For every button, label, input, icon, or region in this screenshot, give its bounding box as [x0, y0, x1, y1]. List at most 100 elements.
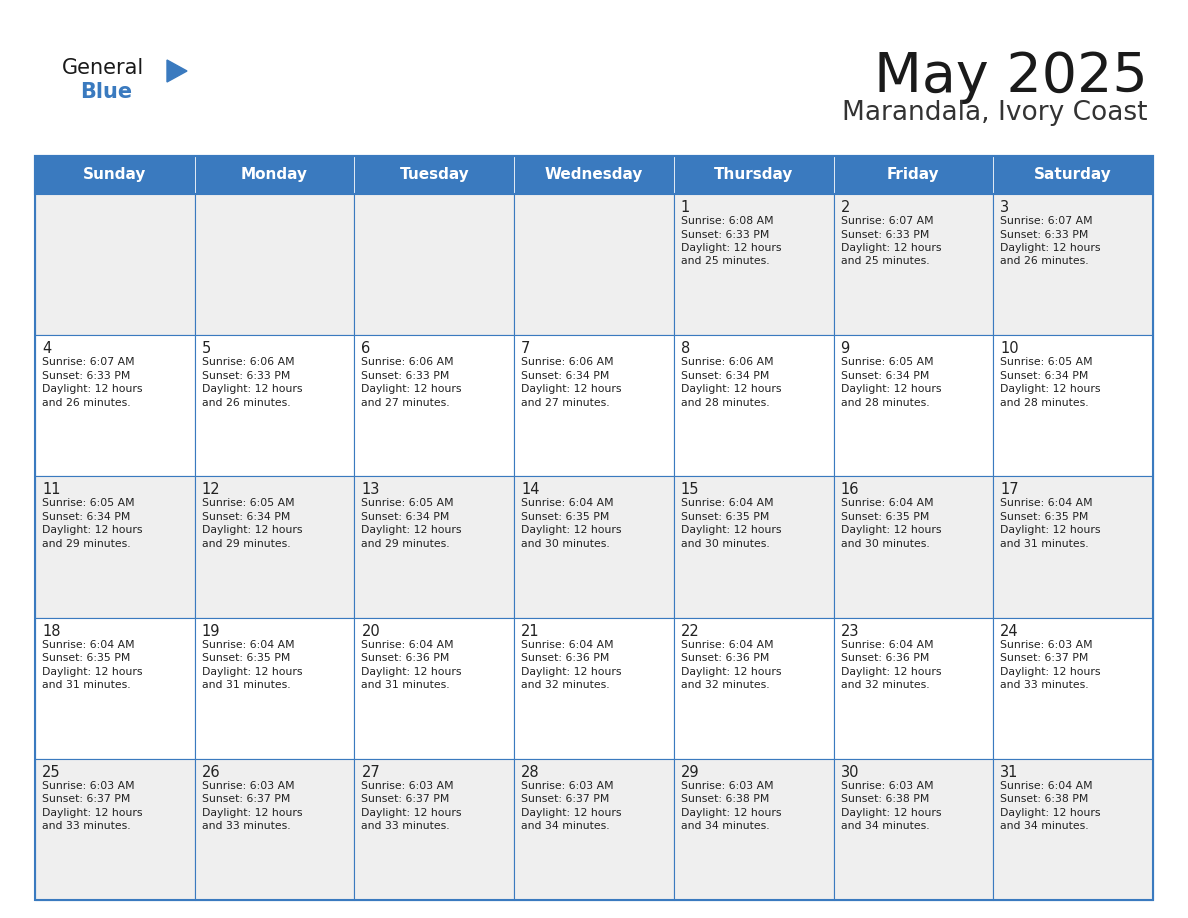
Text: Sunrise: 6:05 AM: Sunrise: 6:05 AM: [841, 357, 934, 367]
Text: Sunset: 6:33 PM: Sunset: 6:33 PM: [841, 230, 929, 240]
Text: Sunrise: 6:04 AM: Sunrise: 6:04 AM: [681, 640, 773, 650]
Text: Daylight: 12 hours: Daylight: 12 hours: [522, 385, 621, 394]
Text: Sunrise: 6:03 AM: Sunrise: 6:03 AM: [1000, 640, 1093, 650]
Text: Sunrise: 6:06 AM: Sunrise: 6:06 AM: [202, 357, 295, 367]
Text: Thursday: Thursday: [714, 167, 794, 183]
Text: Sunset: 6:38 PM: Sunset: 6:38 PM: [681, 794, 770, 804]
Text: Sunset: 6:34 PM: Sunset: 6:34 PM: [202, 512, 290, 522]
Text: Wednesday: Wednesday: [545, 167, 643, 183]
Text: 11: 11: [42, 482, 61, 498]
Text: General: General: [62, 58, 144, 78]
Bar: [834, 335, 993, 476]
Bar: [993, 759, 1154, 900]
Text: Sunrise: 6:03 AM: Sunrise: 6:03 AM: [42, 781, 134, 790]
Bar: [834, 476, 993, 618]
Text: May 2025: May 2025: [874, 50, 1148, 104]
Text: Sunset: 6:36 PM: Sunset: 6:36 PM: [361, 653, 450, 663]
Text: Sunset: 6:33 PM: Sunset: 6:33 PM: [202, 371, 290, 381]
Bar: [514, 476, 674, 618]
Bar: [674, 194, 834, 335]
Bar: [354, 618, 514, 759]
Bar: [514, 759, 674, 900]
Text: Sunrise: 6:03 AM: Sunrise: 6:03 AM: [522, 781, 614, 790]
Text: Sunset: 6:33 PM: Sunset: 6:33 PM: [42, 371, 131, 381]
Text: Daylight: 12 hours: Daylight: 12 hours: [361, 385, 462, 394]
Bar: [195, 618, 354, 759]
Polygon shape: [168, 60, 187, 82]
Text: Sunset: 6:37 PM: Sunset: 6:37 PM: [42, 794, 131, 804]
Text: 23: 23: [841, 623, 859, 639]
Text: and 32 minutes.: and 32 minutes.: [522, 680, 609, 690]
Text: 30: 30: [841, 765, 859, 779]
Text: Daylight: 12 hours: Daylight: 12 hours: [681, 808, 782, 818]
Text: Sunset: 6:38 PM: Sunset: 6:38 PM: [1000, 794, 1088, 804]
Text: Daylight: 12 hours: Daylight: 12 hours: [361, 666, 462, 677]
Text: Sunset: 6:34 PM: Sunset: 6:34 PM: [42, 512, 131, 522]
Text: 19: 19: [202, 623, 220, 639]
Text: Sunset: 6:37 PM: Sunset: 6:37 PM: [1000, 653, 1088, 663]
Text: and 26 minutes.: and 26 minutes.: [202, 397, 290, 408]
Text: and 29 minutes.: and 29 minutes.: [42, 539, 131, 549]
Bar: [34, 156, 1154, 194]
Text: 14: 14: [522, 482, 539, 498]
Text: and 30 minutes.: and 30 minutes.: [841, 539, 929, 549]
Text: Daylight: 12 hours: Daylight: 12 hours: [841, 385, 941, 394]
Text: and 31 minutes.: and 31 minutes.: [42, 680, 131, 690]
Text: Daylight: 12 hours: Daylight: 12 hours: [202, 808, 302, 818]
Text: 1: 1: [681, 200, 690, 215]
Text: Sunrise: 6:05 AM: Sunrise: 6:05 AM: [202, 498, 295, 509]
Text: Sunset: 6:34 PM: Sunset: 6:34 PM: [1000, 371, 1088, 381]
Text: Sunset: 6:35 PM: Sunset: 6:35 PM: [681, 512, 770, 522]
Text: Sunrise: 6:05 AM: Sunrise: 6:05 AM: [42, 498, 134, 509]
Text: and 34 minutes.: and 34 minutes.: [1000, 822, 1089, 832]
Text: Sunrise: 6:04 AM: Sunrise: 6:04 AM: [202, 640, 295, 650]
Text: Sunset: 6:37 PM: Sunset: 6:37 PM: [361, 794, 450, 804]
Text: Saturday: Saturday: [1035, 167, 1112, 183]
Text: Sunset: 6:34 PM: Sunset: 6:34 PM: [681, 371, 770, 381]
Text: Sunrise: 6:03 AM: Sunrise: 6:03 AM: [681, 781, 773, 790]
Text: Sunset: 6:35 PM: Sunset: 6:35 PM: [202, 653, 290, 663]
Text: and 34 minutes.: and 34 minutes.: [522, 822, 609, 832]
Text: 21: 21: [522, 623, 539, 639]
Text: 20: 20: [361, 623, 380, 639]
Text: Sunset: 6:37 PM: Sunset: 6:37 PM: [202, 794, 290, 804]
Text: Sunset: 6:34 PM: Sunset: 6:34 PM: [841, 371, 929, 381]
Text: 24: 24: [1000, 623, 1019, 639]
Text: Daylight: 12 hours: Daylight: 12 hours: [681, 666, 782, 677]
Text: 25: 25: [42, 765, 61, 779]
Text: 10: 10: [1000, 341, 1019, 356]
Text: and 28 minutes.: and 28 minutes.: [1000, 397, 1089, 408]
Text: and 32 minutes.: and 32 minutes.: [681, 680, 770, 690]
Text: Sunset: 6:36 PM: Sunset: 6:36 PM: [522, 653, 609, 663]
Text: Sunrise: 6:04 AM: Sunrise: 6:04 AM: [361, 640, 454, 650]
Text: Daylight: 12 hours: Daylight: 12 hours: [42, 808, 143, 818]
Text: Sunrise: 6:04 AM: Sunrise: 6:04 AM: [1000, 781, 1093, 790]
Text: Daylight: 12 hours: Daylight: 12 hours: [841, 666, 941, 677]
Text: Sunrise: 6:03 AM: Sunrise: 6:03 AM: [202, 781, 295, 790]
Text: Sunrise: 6:07 AM: Sunrise: 6:07 AM: [1000, 216, 1093, 226]
Text: and 34 minutes.: and 34 minutes.: [841, 822, 929, 832]
Text: Sunrise: 6:08 AM: Sunrise: 6:08 AM: [681, 216, 773, 226]
Text: Sunset: 6:36 PM: Sunset: 6:36 PM: [681, 653, 770, 663]
Text: Daylight: 12 hours: Daylight: 12 hours: [1000, 666, 1101, 677]
Bar: [514, 335, 674, 476]
Bar: [195, 759, 354, 900]
Bar: [834, 618, 993, 759]
Bar: [674, 759, 834, 900]
Text: and 30 minutes.: and 30 minutes.: [681, 539, 770, 549]
Text: Sunrise: 6:06 AM: Sunrise: 6:06 AM: [522, 357, 614, 367]
Text: Daylight: 12 hours: Daylight: 12 hours: [202, 666, 302, 677]
Bar: [674, 476, 834, 618]
Text: and 25 minutes.: and 25 minutes.: [681, 256, 770, 266]
Text: Sunrise: 6:06 AM: Sunrise: 6:06 AM: [361, 357, 454, 367]
Text: and 27 minutes.: and 27 minutes.: [522, 397, 609, 408]
Bar: [34, 194, 195, 335]
Text: 2: 2: [841, 200, 849, 215]
Bar: [34, 156, 1154, 900]
Bar: [674, 335, 834, 476]
Text: and 29 minutes.: and 29 minutes.: [202, 539, 290, 549]
Text: Sunset: 6:36 PM: Sunset: 6:36 PM: [841, 653, 929, 663]
Text: 7: 7: [522, 341, 531, 356]
Text: Marandala, Ivory Coast: Marandala, Ivory Coast: [842, 100, 1148, 126]
Text: Sunrise: 6:07 AM: Sunrise: 6:07 AM: [42, 357, 134, 367]
